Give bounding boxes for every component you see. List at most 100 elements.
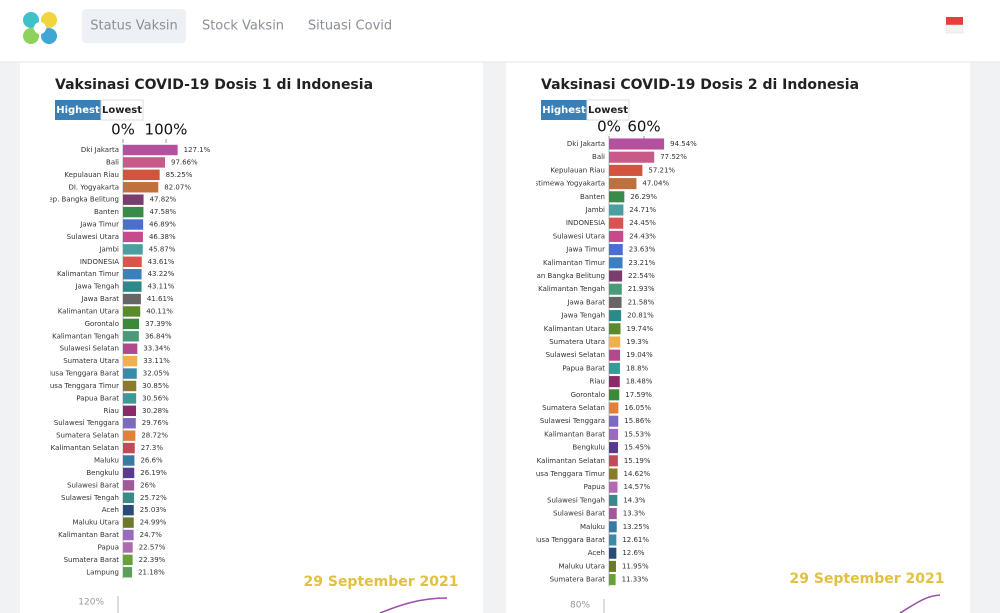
button-label[interactable]: Highest — [56, 105, 100, 116]
bar — [609, 323, 621, 335]
value-label: 28.72% — [141, 432, 168, 440]
value-label: 15.19% — [624, 457, 651, 465]
category-label: Lampung — [86, 568, 119, 576]
nav-item[interactable]: Situasi Covid — [308, 19, 392, 34]
value-label: 26% — [140, 481, 156, 489]
bar — [609, 138, 665, 150]
bar — [123, 517, 134, 528]
category-label: Nusa Tenggara Barat — [532, 536, 605, 544]
bar — [123, 144, 178, 156]
x-tick-label: 0% — [111, 121, 135, 139]
category-label: Sulawesi Selatan — [546, 351, 605, 359]
category-label: Aceh — [102, 506, 119, 514]
value-label: 23.21% — [629, 259, 656, 267]
button[interactable] — [100, 99, 144, 121]
bar — [609, 230, 624, 242]
bar — [609, 257, 623, 269]
category-label: Dki Jakarta — [567, 140, 605, 148]
bar — [123, 442, 135, 454]
value-label: 24.45% — [629, 219, 656, 227]
bar — [123, 529, 134, 541]
bar — [123, 306, 141, 317]
trend-axis-label: 120% — [78, 598, 104, 608]
category-label: Bengkulu — [86, 469, 119, 477]
value-label: 85.25% — [166, 171, 193, 179]
date-label: 29 September 2021 — [790, 571, 945, 587]
category-label: Kalimantan Tengah — [52, 332, 119, 340]
value-label: 13.3% — [623, 510, 646, 518]
category-label: Jawa Tengah — [74, 283, 119, 291]
category-label: Sulawesi Utara — [67, 233, 119, 241]
category-label: Jawa Timur — [565, 246, 605, 254]
value-label: 26.6% — [140, 457, 163, 465]
button-label[interactable]: Highest — [542, 105, 586, 116]
bar — [609, 389, 620, 401]
value-label: 46.89% — [149, 221, 176, 229]
button-label[interactable]: Lowest — [588, 105, 628, 116]
bar — [609, 244, 623, 256]
value-label: 127.1% — [184, 146, 211, 154]
bar — [123, 231, 143, 243]
category-label: Jawa Barat — [566, 298, 605, 306]
category-label: Kep. Bangka Belitung — [44, 196, 119, 204]
category-label: Sulawesi Tenggara — [54, 419, 119, 427]
value-label: 24.7% — [140, 531, 163, 539]
category-label: Gorontalo — [85, 320, 119, 328]
category-label: Kepulauan Riau — [64, 171, 119, 179]
value-label: 11.95% — [622, 562, 649, 570]
value-label: 12.6% — [622, 549, 645, 557]
value-label: 46.38% — [149, 233, 176, 241]
category-label: Riau — [589, 378, 605, 386]
button[interactable] — [586, 99, 630, 121]
value-label: 21.18% — [138, 568, 165, 576]
category-label: Nusa Tenggara Timur — [45, 382, 119, 390]
bar — [609, 362, 620, 374]
bar — [609, 428, 619, 440]
category-label: Kalimantan Selatan — [51, 444, 119, 452]
bar — [123, 169, 160, 181]
bar — [123, 567, 133, 578]
value-label: 14.62% — [624, 470, 651, 478]
bar — [609, 402, 619, 414]
nav-item[interactable]: Stock Vaksin — [202, 19, 284, 34]
bar — [609, 574, 616, 586]
bar — [123, 331, 139, 342]
category-label: Kalimantan Timur — [543, 259, 605, 267]
value-label: 37.39% — [145, 320, 172, 328]
bar — [609, 151, 655, 163]
bar — [609, 534, 617, 546]
nav-active-pill[interactable] — [82, 9, 186, 43]
category-label: Kepulauan Riau — [550, 166, 605, 174]
button[interactable] — [55, 100, 101, 120]
category-label: Nusa Tenggara Barat — [46, 370, 119, 378]
bar — [609, 336, 621, 348]
nav-item[interactable]: Status Vaksin — [90, 19, 178, 34]
value-label: 11.33% — [622, 576, 649, 584]
bar — [123, 492, 135, 503]
value-label: 14.57% — [623, 483, 650, 491]
bar — [123, 219, 144, 230]
value-label: 82.07% — [164, 183, 191, 191]
value-label: 94.54% — [670, 140, 697, 148]
category-label: Sulawesi Tengah — [61, 494, 119, 502]
category-label: Papua Barat — [562, 364, 605, 372]
value-label: 22.39% — [139, 556, 166, 564]
category-label: Sumatera Selatan — [56, 432, 119, 440]
bar — [609, 415, 619, 427]
button-label[interactable]: Lowest — [102, 105, 142, 116]
value-label: 77.52% — [660, 153, 687, 161]
bar — [123, 281, 142, 292]
button[interactable] — [541, 100, 587, 120]
value-label: 18.8% — [626, 364, 649, 372]
language-flag[interactable] — [945, 17, 964, 34]
value-label: 40.11% — [146, 307, 173, 315]
bar — [123, 418, 136, 429]
bar — [609, 296, 622, 308]
value-label: 33.34% — [143, 345, 170, 353]
bar — [609, 455, 618, 467]
value-label: 24.71% — [629, 206, 656, 214]
category-label: DI. Yogyakarta — [68, 183, 119, 191]
value-label: 47.58% — [149, 208, 176, 216]
bar — [123, 256, 142, 267]
